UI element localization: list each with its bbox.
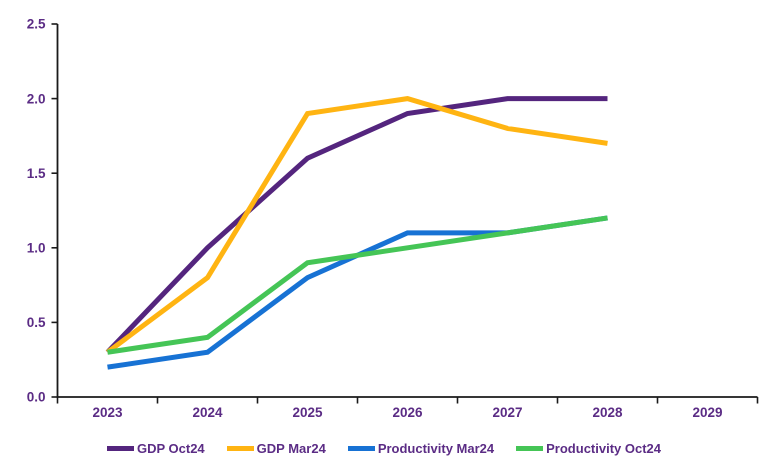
series-line-productivity-oct24 [107,215,608,355]
legend-label: Productivity Oct24 [546,441,662,456]
series-line-productivity-mar24 [107,215,608,370]
legend-item-gdp-oct24: GDP Oct24 [106,441,205,456]
legend-label: GDP Mar24 [256,441,326,456]
legend-item-gdp-mar24: GDP Mar24 [226,441,326,456]
series-line-gdp-oct24 [105,96,608,354]
legend-swatch-icon [516,446,544,451]
series-line-gdp-mar24 [106,96,608,355]
x-tick-label: 2023 [92,405,123,420]
legend-label: Productivity Mar24 [377,441,495,456]
y-tick-label: 0.0 [27,390,46,405]
x-tick-label: 2027 [492,405,522,420]
y-tick-label: 0.5 [27,315,46,330]
y-tick-label: 2.5 [27,17,46,32]
y-tick-label: 1.0 [27,241,46,256]
legend-swatch-icon [106,446,134,451]
y-tick-label: 1.5 [27,166,46,181]
legend-item-productivity-oct24: Productivity Oct24 [516,441,661,456]
x-tick-label: 2029 [692,405,722,420]
legend-swatch-icon [347,446,375,451]
y-tick-label: 2.0 [27,91,46,106]
x-tick-label: 2024 [192,405,223,420]
x-tick-label: 2026 [392,405,423,420]
legend-item-productivity-mar24: Productivity Mar24 [347,441,495,456]
x-tick-label: 2028 [592,405,623,420]
axes [56,24,758,398]
x-tick-label: 2025 [292,405,323,420]
legend-label: GDP Oct24 [136,441,205,456]
legend-swatch-icon [226,446,254,451]
chart-legend: GDP Oct24 GDP Mar24 Productivity Mar24 Prod… [0,441,768,456]
